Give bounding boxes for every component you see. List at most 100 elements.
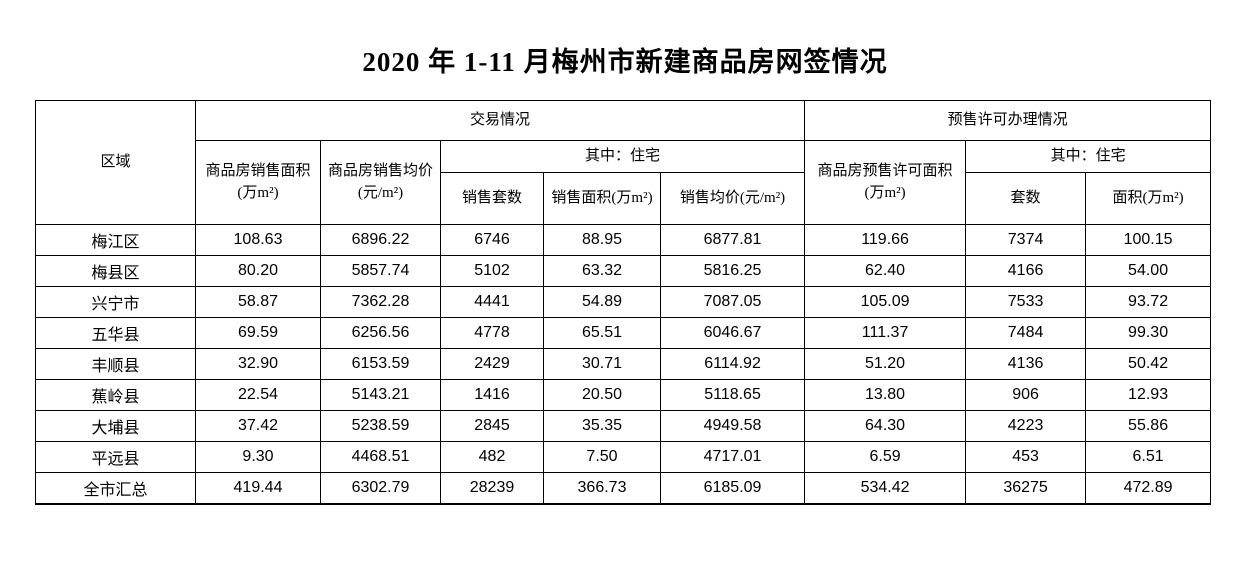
cell-units-sold: 482 <box>440 441 544 473</box>
table-row: 丰顺县 32.90 6153.59 2429 30.71 6114.92 51.… <box>35 348 1212 380</box>
cell-units-sold: 2429 <box>440 348 544 380</box>
cell-units-sold: 2845 <box>440 410 544 442</box>
cell-res-sales-area: 366.73 <box>543 472 661 505</box>
table-row-total: 全市汇总 419.44 6302.79 28239 366.73 6185.09… <box>35 472 1212 505</box>
cell-res-avg-price: 6046.67 <box>659 317 806 349</box>
cell-avg-price: 7362.28 <box>320 286 441 318</box>
cell-region: 全市汇总 <box>35 472 196 505</box>
header-sales-area: 商品房销售面积(万m²) <box>195 140 321 225</box>
header-row-subgroups: 商品房销售面积(万m²) 商品房销售均价(元/m²) 其中：住宅 商品房预售许可… <box>36 140 1212 225</box>
cell-presale-units: 4136 <box>965 348 1087 380</box>
cell-avg-price: 5238.59 <box>320 410 441 442</box>
page-title: 2020 年 1-11 月梅州市新建商品房网签情况 <box>362 47 888 77</box>
table-row: 平远县 9.30 4468.51 482 7.50 4717.01 6.59 4… <box>35 441 1212 473</box>
header-avg-price: 商品房销售均价(元/m²) <box>320 140 441 225</box>
cell-presale-units: 906 <box>965 379 1087 411</box>
cell-presale-units: 7533 <box>965 286 1087 318</box>
cell-sales-area: 32.90 <box>195 348 321 380</box>
cell-res-sales-area: 35.35 <box>543 410 661 442</box>
cell-avg-price: 6302.79 <box>320 472 441 505</box>
cell-avg-price: 5143.21 <box>320 379 441 411</box>
cell-presale-area: 111.37 <box>804 317 967 349</box>
header-row-leaves: 销售套数 销售面积(万m²) 销售均价(元/m²) 套数 面积(万m²) <box>36 172 1212 225</box>
header-presale-res-area: 面积(万m²) <box>1085 172 1212 225</box>
cell-presale-res-area: 12.93 <box>1085 379 1212 411</box>
cell-presale-area: 13.80 <box>804 379 967 411</box>
cell-presale-area: 105.09 <box>804 286 967 318</box>
cell-units-sold: 1416 <box>440 379 544 411</box>
table-header: 区域 交易情况 预售许可办理情况 商品房销售面积(万m²) 商品房销售均价(元/… <box>35 100 1212 225</box>
cell-res-sales-area: 20.50 <box>543 379 661 411</box>
table-row: 兴宁市 58.87 7362.28 4441 54.89 7087.05 105… <box>35 286 1212 318</box>
cell-region: 蕉岭县 <box>35 379 196 411</box>
cell-presale-res-area: 472.89 <box>1085 472 1212 505</box>
cell-region: 梅江区 <box>35 224 196 256</box>
cell-res-sales-area: 63.32 <box>543 255 661 287</box>
header-res-sales-area: 销售面积(万m²) <box>543 172 661 225</box>
cell-res-sales-area: 88.95 <box>543 224 661 256</box>
cell-presale-res-area: 54.00 <box>1085 255 1212 287</box>
cell-presale-area: 51.20 <box>804 348 967 380</box>
table-row: 五华县 69.59 6256.56 4778 65.51 6046.67 111… <box>35 317 1212 349</box>
cell-sales-area: 9.30 <box>195 441 321 473</box>
table-row: 大埔县 37.42 5238.59 2845 35.35 4949.58 64.… <box>35 410 1212 442</box>
cell-presale-area: 62.40 <box>804 255 967 287</box>
cell-sales-area: 37.42 <box>195 410 321 442</box>
header-presale-area: 商品房预售许可面积(万m²) <box>804 140 967 225</box>
cell-res-sales-area: 7.50 <box>543 441 661 473</box>
cell-res-sales-area: 54.89 <box>543 286 661 318</box>
cell-region: 平远县 <box>35 441 196 473</box>
cell-presale-res-area: 6.51 <box>1085 441 1212 473</box>
cell-presale-area: 534.42 <box>804 472 967 505</box>
table-row: 梅江区 108.63 6896.22 6746 88.95 6877.81 11… <box>35 224 1212 256</box>
cell-presale-units: 36275 <box>965 472 1087 505</box>
cell-sales-area: 58.87 <box>195 286 321 318</box>
cell-units-sold: 4441 <box>440 286 544 318</box>
cell-avg-price: 6896.22 <box>320 224 441 256</box>
cell-region: 大埔县 <box>35 410 196 442</box>
cell-res-avg-price: 5118.65 <box>659 379 806 411</box>
cell-sales-area: 22.54 <box>195 379 321 411</box>
cell-units-sold: 5102 <box>440 255 544 287</box>
header-presale-units: 套数 <box>965 172 1087 225</box>
header-region: 区域 <box>35 100 196 225</box>
cell-avg-price: 5857.74 <box>320 255 441 287</box>
header-residential-transaction: 其中：住宅 <box>439 140 806 173</box>
cell-presale-units: 7484 <box>965 317 1087 349</box>
header-transaction-group: 交易情况 <box>194 100 806 141</box>
cell-region: 梅县区 <box>35 255 196 287</box>
table-row: 梅县区 80.20 5857.74 5102 63.32 5816.25 62.… <box>35 255 1212 287</box>
cell-presale-units: 453 <box>965 441 1087 473</box>
cell-sales-area: 419.44 <box>195 472 321 505</box>
cell-units-sold: 4778 <box>440 317 544 349</box>
cell-presale-area: 119.66 <box>804 224 967 256</box>
cell-units-sold: 6746 <box>440 224 544 256</box>
cell-res-avg-price: 6185.09 <box>659 472 806 505</box>
cell-sales-area: 69.59 <box>195 317 321 349</box>
table-row: 蕉岭县 22.54 5143.21 1416 20.50 5118.65 13.… <box>35 379 1212 411</box>
cell-presale-res-area: 50.42 <box>1085 348 1212 380</box>
cell-presale-res-area: 99.30 <box>1085 317 1212 349</box>
cell-sales-area: 80.20 <box>195 255 321 287</box>
header-res-avg-price: 销售均价(元/m²) <box>659 172 806 225</box>
cell-res-avg-price: 4717.01 <box>659 441 806 473</box>
cell-res-sales-area: 30.71 <box>543 348 661 380</box>
cell-res-avg-price: 5816.25 <box>659 255 806 287</box>
cell-presale-res-area: 93.72 <box>1085 286 1212 318</box>
cell-presale-units: 4223 <box>965 410 1087 442</box>
cell-region: 兴宁市 <box>35 286 196 318</box>
cell-res-avg-price: 6877.81 <box>659 224 806 256</box>
header-row-groups: 区域 交易情况 预售许可办理情况 <box>35 100 1212 225</box>
header-presale-group: 预售许可办理情况 <box>804 100 1212 141</box>
cell-res-avg-price: 7087.05 <box>659 286 806 318</box>
cell-avg-price: 4468.51 <box>320 441 441 473</box>
housing-stats-table: 区域 交易情况 预售许可办理情况 商品房销售面积(万m²) 商品房销售均价(元/… <box>35 100 1212 505</box>
cell-presale-units: 4166 <box>965 255 1087 287</box>
table-body: 梅江区 108.63 6896.22 6746 88.95 6877.81 11… <box>35 224 1212 505</box>
cell-res-sales-area: 65.51 <box>543 317 661 349</box>
cell-res-avg-price: 6114.92 <box>659 348 806 380</box>
cell-presale-area: 6.59 <box>804 441 967 473</box>
cell-avg-price: 6256.56 <box>320 317 441 349</box>
cell-sales-area: 108.63 <box>195 224 321 256</box>
